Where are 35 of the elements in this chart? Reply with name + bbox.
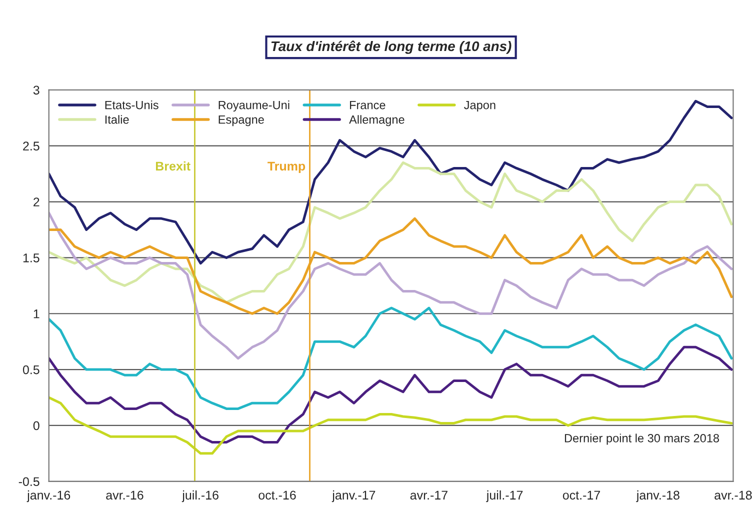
y-tick-label: 2 bbox=[34, 198, 40, 206]
x-tick-label: janv.-18 bbox=[636, 490, 680, 502]
y-tick-label: 0 bbox=[33, 421, 40, 430]
y-tick-label: 1 bbox=[34, 310, 40, 318]
x-tick-label: avr.-17 bbox=[410, 490, 448, 500]
legend-label: Japon bbox=[464, 100, 496, 112]
ref-line-label: Trump bbox=[268, 162, 306, 174]
y-tick-label: 0.5 bbox=[22, 365, 40, 374]
x-tick-label: oct.-16 bbox=[258, 490, 296, 500]
legend-label: Royaume-Uni bbox=[218, 100, 290, 112]
y-tick-label: 2.5 bbox=[23, 142, 40, 151]
legend-label: France bbox=[350, 100, 386, 110]
x-tick-label: juil.-16 bbox=[182, 490, 218, 502]
x-tick-label: avr.-18 bbox=[714, 490, 752, 500]
legend-label: Italie bbox=[105, 115, 129, 124]
legend-label: Etats-Unis bbox=[105, 100, 158, 110]
line-series bbox=[48, 396, 733, 455]
legend-label: Allemagne bbox=[349, 115, 404, 126]
x-tick-label: janv.-17 bbox=[332, 490, 376, 502]
y-tick-label: 3 bbox=[33, 86, 40, 95]
y-tick-label: -0.5 bbox=[18, 477, 40, 486]
line-series bbox=[48, 212, 733, 360]
annotation: Dernier point le 30 mars 2018 bbox=[564, 434, 720, 445]
line-series bbox=[48, 346, 733, 444]
x-tick-label: janv.-16 bbox=[26, 490, 70, 502]
y-tick-label: 1.5 bbox=[23, 254, 40, 262]
line-series bbox=[48, 100, 733, 265]
chart-title: Taux d'intérêt de long terme (10 ans) bbox=[271, 40, 512, 54]
x-tick-label: juil.-17 bbox=[486, 490, 523, 502]
x-tick-label: avr.-16 bbox=[106, 490, 144, 500]
line-series bbox=[48, 306, 733, 410]
legend-label: Espagne bbox=[218, 116, 264, 126]
x-tick-label: oct.-17 bbox=[562, 490, 600, 500]
ref-line-label: Brexit bbox=[156, 161, 190, 171]
line-series bbox=[48, 161, 733, 304]
